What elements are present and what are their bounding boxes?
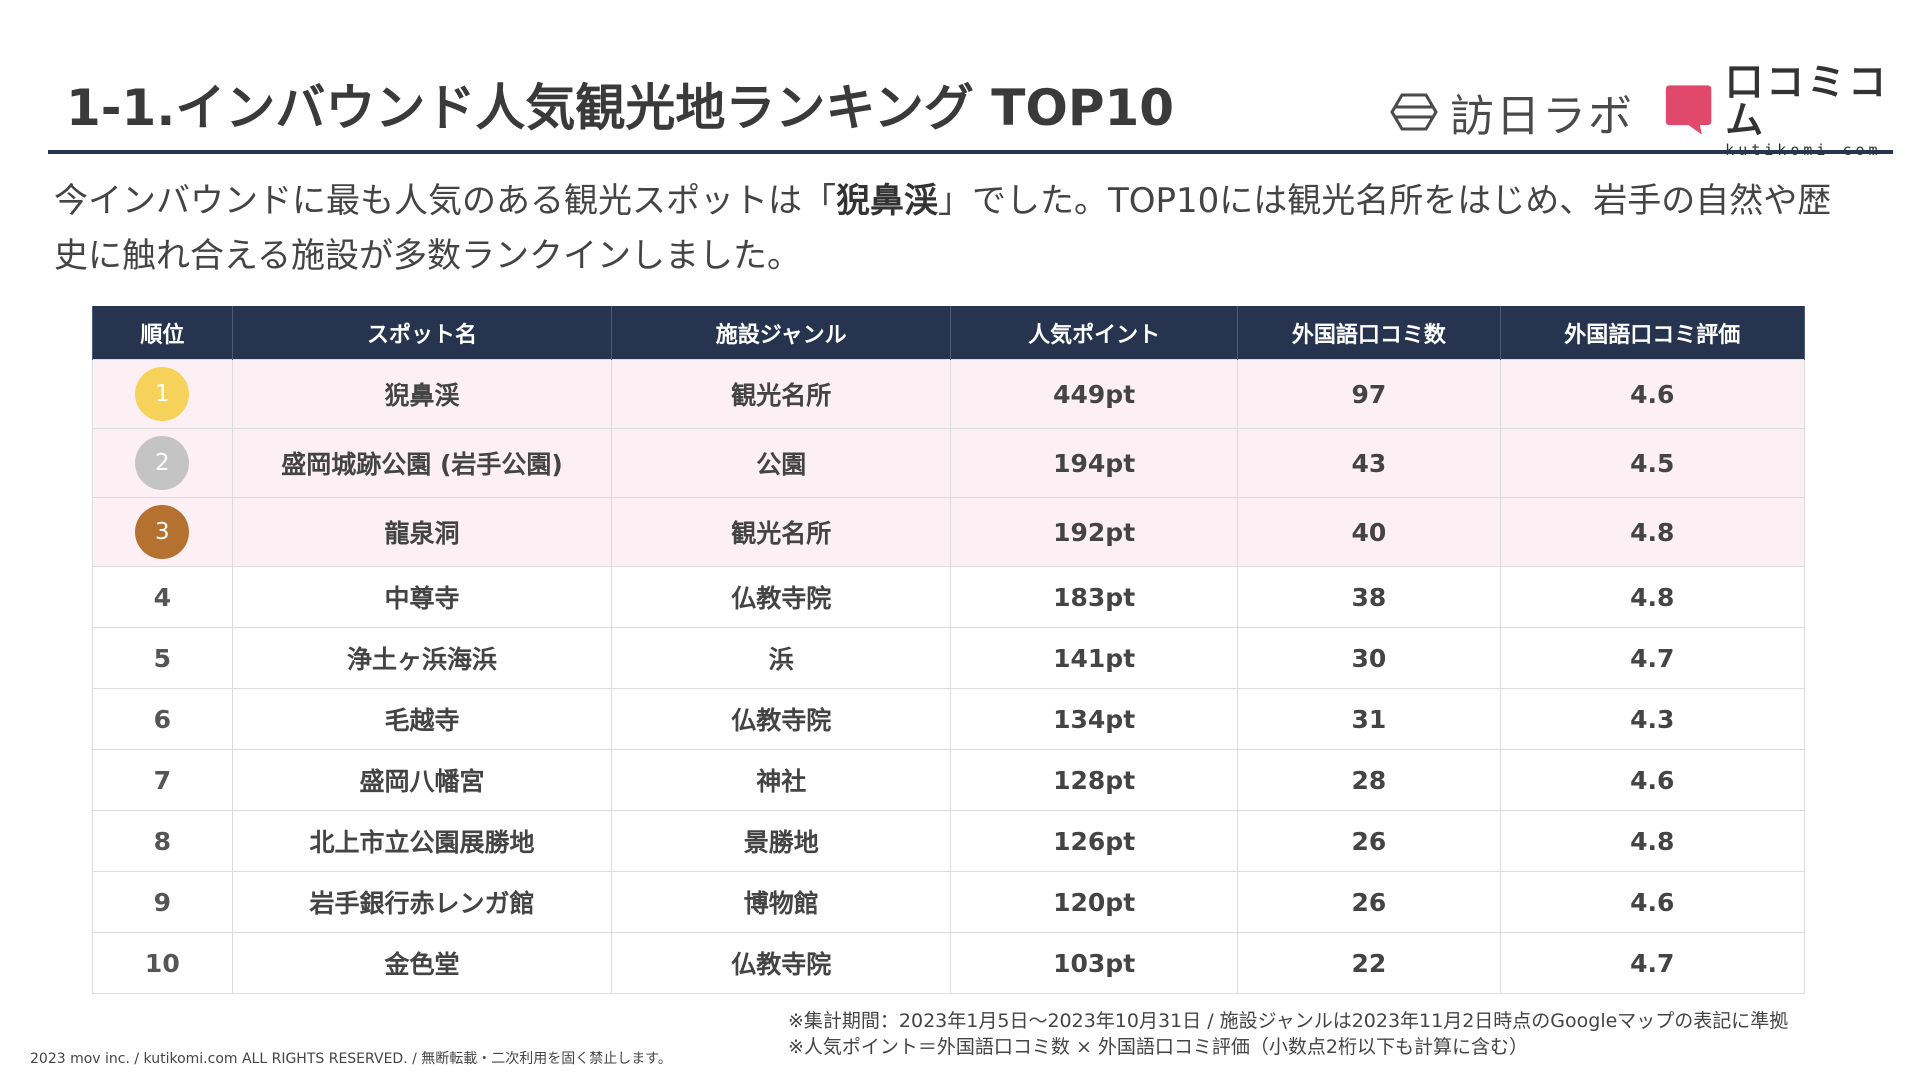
genre-cell: 観光名所: [611, 497, 951, 567]
lead-highlight: 猊鼻渓: [836, 181, 938, 221]
rank-cell: 6: [92, 688, 233, 750]
rank-cell: 3: [92, 497, 233, 567]
rating-cell: 4.8: [1499, 566, 1806, 628]
genre-cell: 観光名所: [611, 359, 951, 429]
spot-cell: 盛岡八幡宮: [231, 749, 613, 811]
footnotes: ※集計期間：2023年1月5日〜2023年10月31日 / 施設ジャンルは202…: [788, 1008, 1788, 1060]
spot-cell: 盛岡城跡公園 (岩手公園): [231, 428, 613, 498]
page-title: 1-1.インバウンド人気観光地ランキング TOP10: [66, 79, 1175, 137]
lead-text-1: 今インバウンドに最も人気のある観光スポットは「: [54, 181, 836, 221]
reviews-cell: 26: [1237, 810, 1501, 872]
spot-cell: 岩手銀行赤レンガ館: [231, 871, 613, 933]
table-row: 2 盛岡城跡公園 (岩手公園) 公園 194pt 43 4.5: [92, 428, 1806, 498]
reviews-cell: 26: [1237, 871, 1501, 933]
reviews-cell: 22: [1237, 932, 1501, 994]
table-header-row: 順位 スポット名 施設ジャンル 人気ポイント 外国語口コミ数 外国語口コミ評価: [92, 306, 1806, 360]
spot-cell: 猊鼻渓: [231, 359, 613, 429]
title-divider: [48, 150, 1893, 154]
footnote-period: ※集計期間：2023年1月5日〜2023年10月31日 / 施設ジャンルは202…: [788, 1010, 1789, 1032]
spot-cell: 龍泉洞: [231, 497, 613, 567]
points-cell: 103pt: [949, 932, 1239, 994]
hexagon-logo-icon: [1390, 93, 1438, 131]
genre-cell: 景勝地: [611, 810, 951, 872]
kutikomi-logo: 口コミコム kutikomi com: [1664, 63, 1919, 157]
header-points: 人気ポイント: [949, 306, 1239, 360]
points-cell: 120pt: [949, 871, 1239, 933]
rank-cell: 5: [92, 627, 233, 689]
rating-cell: 4.6: [1499, 749, 1806, 811]
rating-cell: 4.3: [1499, 688, 1806, 750]
rating-cell: 4.5: [1499, 428, 1806, 498]
genre-cell: 神社: [611, 749, 951, 811]
spot-cell: 北上市立公園展勝地: [231, 810, 613, 872]
header-genre: 施設ジャンル: [611, 306, 951, 360]
points-cell: 128pt: [949, 749, 1239, 811]
points-cell: 194pt: [949, 428, 1239, 498]
table-row: 9 岩手銀行赤レンガ館 博物館 120pt 26 4.6: [92, 871, 1806, 933]
header-spot: スポット名: [231, 306, 613, 360]
genre-cell: 浜: [611, 627, 951, 689]
bronze-medal-icon: 3: [135, 505, 190, 559]
reviews-cell: 97: [1237, 359, 1501, 429]
table-row: 7 盛岡八幡宮 神社 128pt 28 4.6: [92, 749, 1806, 811]
rank-cell: 2: [92, 428, 233, 498]
table-row: 10 金色堂 仏教寺院 103pt 22 4.7: [92, 932, 1806, 994]
hounichi-lab-logo-text: 訪日ラボ: [1450, 91, 1634, 142]
table-row: 4 中尊寺 仏教寺院 183pt 38 4.8: [92, 566, 1806, 628]
rank-cell: 4: [92, 566, 233, 628]
points-cell: 449pt: [949, 359, 1239, 429]
spot-cell: 中尊寺: [231, 566, 613, 628]
table-row: 1 猊鼻渓 観光名所 449pt 97 4.6: [92, 359, 1806, 429]
lead-text-2: 」でした。TOP10には観光名所をはじめ、岩手の自然や歴史に触れ合える施設が多数…: [54, 181, 1832, 276]
kutikomi-logo-name: 口コミコム: [1725, 59, 1890, 142]
rating-cell: 4.8: [1499, 810, 1806, 872]
ranking-table: 順位 スポット名 施設ジャンル 人気ポイント 外国語口コミ数 外国語口コミ評価 …: [92, 306, 1806, 994]
reviews-cell: 38: [1237, 566, 1501, 628]
rank-cell: 7: [92, 749, 233, 811]
reviews-cell: 40: [1237, 497, 1501, 567]
genre-cell: 公園: [611, 428, 951, 498]
hounichi-lab-logo: 訪日ラボ: [1390, 84, 1634, 142]
genre-cell: 仏教寺院: [611, 932, 951, 994]
reviews-cell: 28: [1237, 749, 1501, 811]
rating-cell: 4.6: [1499, 359, 1806, 429]
gold-medal-icon: 1: [135, 367, 190, 421]
table-row: 5 浄土ヶ浜海浜 浜 141pt 30 4.7: [92, 627, 1806, 689]
spot-cell: 毛越寺: [231, 688, 613, 750]
reviews-cell: 43: [1237, 428, 1501, 498]
table-row: 6 毛越寺 仏教寺院 134pt 31 4.3: [92, 688, 1806, 750]
reviews-cell: 31: [1237, 688, 1501, 750]
speech-bubble-logo-icon: [1665, 85, 1712, 135]
rank-cell: 1: [92, 359, 233, 429]
header-rank: 順位: [92, 306, 233, 360]
points-cell: 141pt: [949, 627, 1239, 689]
rating-cell: 4.6: [1499, 871, 1806, 933]
points-cell: 183pt: [949, 566, 1239, 628]
table-row: 8 北上市立公園展勝地 景勝地 126pt 26 4.8: [92, 810, 1806, 872]
reviews-cell: 30: [1237, 627, 1501, 689]
header-reviews: 外国語口コミ数: [1237, 306, 1501, 360]
lead-paragraph: 今インバウンドに最も人気のある観光スポットは「猊鼻渓」でした。TOP10には観光…: [54, 174, 1854, 284]
points-cell: 126pt: [949, 810, 1239, 872]
rank-cell: 10: [92, 932, 233, 994]
rank-cell: 8: [92, 810, 233, 872]
spot-cell: 浄土ヶ浜海浜: [231, 627, 613, 689]
genre-cell: 博物館: [611, 871, 951, 933]
footnote-formula: ※人気ポイント＝外国語口コミ数 × 外国語口コミ評価（小数点2桁以下も計算に含む…: [788, 1036, 1529, 1058]
silver-medal-icon: 2: [135, 436, 190, 490]
points-cell: 134pt: [949, 688, 1239, 750]
table-row: 3 龍泉洞 観光名所 192pt 40 4.8: [92, 497, 1806, 567]
rating-cell: 4.7: [1499, 932, 1806, 994]
rank-cell: 9: [92, 871, 233, 933]
rating-cell: 4.8: [1499, 497, 1806, 567]
header-rating: 外国語口コミ評価: [1499, 306, 1806, 360]
genre-cell: 仏教寺院: [611, 566, 951, 628]
spot-cell: 金色堂: [231, 932, 613, 994]
genre-cell: 仏教寺院: [611, 688, 951, 750]
copyright: 2023 mov inc. / kutikomi.com ALL RIGHTS …: [30, 1051, 672, 1067]
rating-cell: 4.7: [1499, 627, 1806, 689]
points-cell: 192pt: [949, 497, 1239, 567]
